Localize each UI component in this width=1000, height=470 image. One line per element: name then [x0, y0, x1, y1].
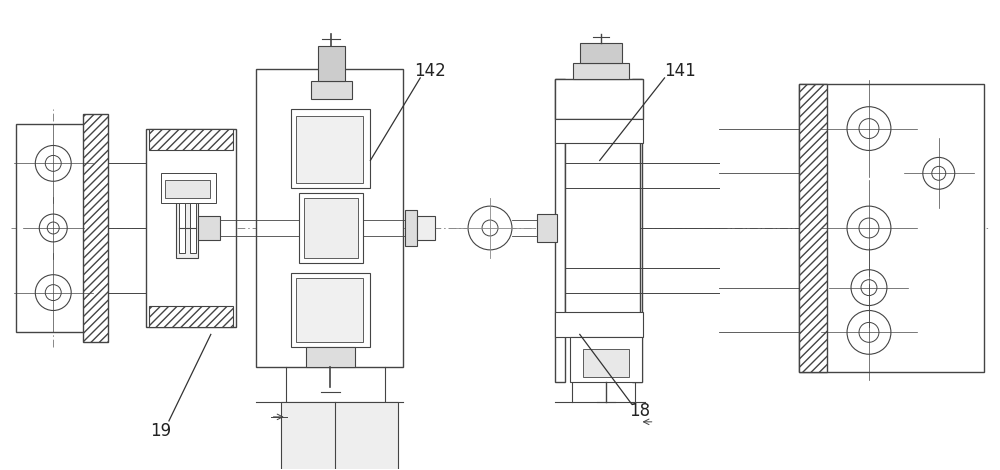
- Bar: [565, 124, 640, 332]
- Bar: [296, 116, 363, 183]
- Bar: [291, 273, 370, 347]
- Bar: [405, 210, 417, 246]
- Bar: [291, 109, 370, 188]
- Bar: [311, 81, 352, 99]
- Bar: [16, 124, 96, 332]
- Bar: [632, 79, 642, 382]
- Bar: [190, 203, 196, 253]
- Bar: [799, 84, 984, 372]
- Bar: [580, 43, 622, 63]
- Bar: [570, 337, 642, 382]
- Circle shape: [39, 214, 67, 242]
- Bar: [179, 203, 185, 253]
- Text: 18: 18: [629, 402, 650, 420]
- Bar: [555, 79, 643, 118]
- Circle shape: [847, 107, 891, 150]
- Bar: [537, 214, 557, 242]
- Bar: [83, 114, 108, 342]
- Bar: [304, 198, 358, 258]
- Bar: [318, 46, 345, 81]
- Circle shape: [923, 157, 955, 189]
- Bar: [306, 347, 355, 367]
- Circle shape: [468, 206, 512, 250]
- Bar: [296, 278, 363, 342]
- Circle shape: [847, 311, 891, 354]
- Bar: [555, 79, 565, 382]
- Bar: [555, 118, 643, 143]
- Bar: [799, 84, 827, 372]
- Text: 19: 19: [150, 422, 172, 440]
- Circle shape: [847, 206, 891, 250]
- Bar: [573, 63, 629, 79]
- Bar: [417, 216, 435, 240]
- Bar: [149, 129, 233, 150]
- Bar: [176, 198, 198, 258]
- Bar: [165, 180, 210, 198]
- Bar: [198, 216, 220, 240]
- Bar: [299, 193, 363, 263]
- Bar: [256, 69, 403, 367]
- Text: 141: 141: [664, 62, 695, 80]
- Circle shape: [35, 146, 71, 181]
- Circle shape: [851, 270, 887, 306]
- Bar: [281, 402, 398, 470]
- Bar: [555, 313, 643, 337]
- Bar: [161, 173, 216, 203]
- Bar: [146, 129, 236, 328]
- Text: 142: 142: [414, 62, 446, 80]
- Circle shape: [35, 274, 71, 311]
- Bar: [149, 306, 233, 328]
- Bar: [583, 349, 629, 377]
